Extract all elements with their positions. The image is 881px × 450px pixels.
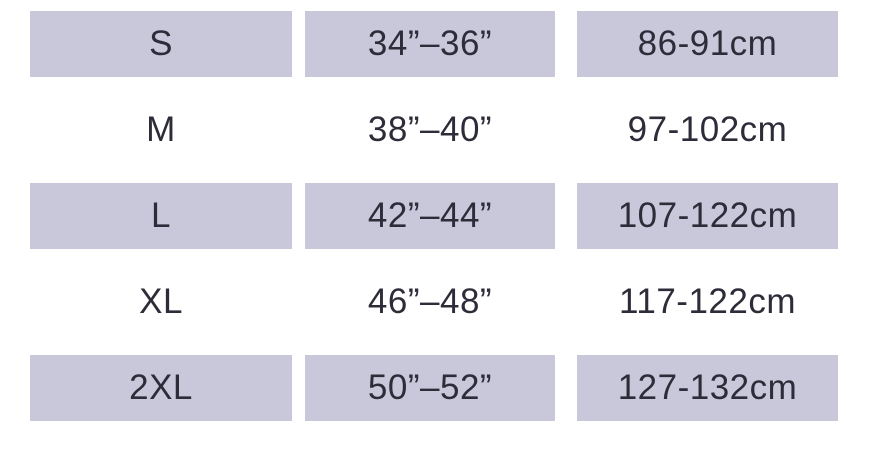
size-cell: XL bbox=[30, 269, 292, 335]
centimeters-cell: 86-91cm bbox=[577, 11, 838, 77]
inches-cell: 50”–52” bbox=[305, 355, 555, 421]
table-row: S 34”–36” 86-91cm bbox=[30, 11, 838, 77]
table-row: L 42”–44” 107-122cm bbox=[30, 183, 838, 249]
size-cell: M bbox=[30, 97, 292, 163]
size-cell: 2XL bbox=[30, 355, 292, 421]
table-row: 2XL 50”–52” 127-132cm bbox=[30, 355, 838, 421]
size-chart-table: S 34”–36” 86-91cm M 38”–40” 97-102cm L 4… bbox=[30, 11, 838, 421]
centimeters-cell: 117-122cm bbox=[577, 269, 838, 335]
centimeters-cell: 107-122cm bbox=[577, 183, 838, 249]
size-cell: S bbox=[30, 11, 292, 77]
inches-cell: 34”–36” bbox=[305, 11, 555, 77]
table-row: XL 46”–48” 117-122cm bbox=[30, 269, 838, 335]
table-row: M 38”–40” 97-102cm bbox=[30, 97, 838, 163]
inches-cell: 38”–40” bbox=[305, 97, 555, 163]
centimeters-cell: 97-102cm bbox=[577, 97, 838, 163]
inches-cell: 46”–48” bbox=[305, 269, 555, 335]
size-cell: L bbox=[30, 183, 292, 249]
inches-cell: 42”–44” bbox=[305, 183, 555, 249]
centimeters-cell: 127-132cm bbox=[577, 355, 838, 421]
